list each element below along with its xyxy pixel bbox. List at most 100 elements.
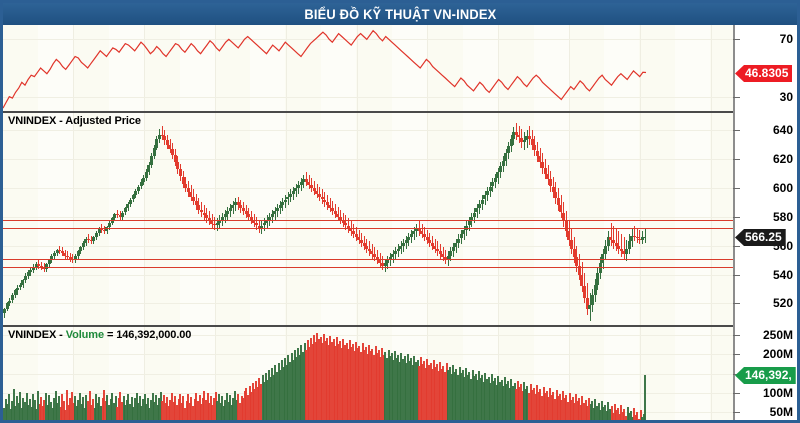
candle-body — [113, 214, 117, 219]
candle-body — [291, 190, 295, 194]
axis-tick — [733, 335, 740, 336]
volume-bar — [523, 382, 526, 420]
volume-bar — [276, 371, 278, 420]
volume-bar — [544, 393, 547, 420]
volume-bar — [272, 374, 275, 420]
right-value-axis[interactable]: 7030640620600580560540520250M200M150M100… — [733, 25, 797, 420]
volume-bar — [436, 364, 438, 420]
volume-panel-label: VNINDEX - Volume = 146,392,000.00 — [8, 329, 191, 341]
volume-bar — [36, 390, 39, 420]
candle-body — [551, 186, 555, 193]
candle-wick — [639, 229, 641, 245]
volume-bar — [156, 404, 159, 420]
candle-body — [614, 242, 618, 246]
volume-bar — [468, 371, 471, 420]
candle-body — [338, 216, 342, 220]
candle-body — [24, 276, 27, 281]
candle-body — [139, 182, 143, 187]
candle-body — [375, 257, 379, 261]
volume-bar — [434, 366, 437, 420]
volume-bar — [421, 363, 424, 420]
support-resistance-line[interactable] — [3, 220, 733, 221]
horizontal-gridline — [3, 97, 733, 98]
volume-bar — [505, 384, 508, 420]
volume-panel[interactable] — [3, 327, 733, 420]
vertical-gridline — [215, 327, 216, 420]
candle-body — [496, 172, 500, 178]
rsi-panel[interactable] — [3, 25, 733, 111]
volume-bar — [69, 398, 72, 420]
vertical-gridline — [286, 113, 287, 325]
volume-bar — [356, 348, 359, 420]
volume-bar — [150, 399, 152, 420]
support-resistance-line[interactable] — [3, 228, 733, 229]
candle-body — [331, 208, 335, 212]
rsi-value-flag: 46.8305 — [735, 65, 793, 82]
volume-bar — [397, 354, 400, 420]
volume-bar — [623, 409, 626, 420]
volume-bar — [368, 344, 371, 420]
volume-bar — [125, 400, 128, 420]
volume-bar — [576, 401, 579, 420]
candle-body — [226, 211, 230, 214]
volume-bar — [24, 402, 26, 420]
candle-body — [247, 214, 251, 217]
volume-bar — [326, 338, 329, 420]
candle-body — [10, 294, 14, 301]
candle-body — [207, 218, 211, 222]
candle-body — [464, 225, 468, 230]
horizontal-gridline — [3, 275, 733, 276]
volume-bar — [158, 398, 161, 420]
volume-bar — [269, 377, 272, 420]
volume-bar — [348, 340, 351, 420]
candle-body — [315, 190, 319, 194]
volume-bar — [563, 397, 566, 420]
candle-wick — [206, 208, 208, 223]
support-resistance-line[interactable] — [3, 259, 733, 260]
volume-bar — [381, 347, 383, 420]
candle-body — [617, 245, 621, 249]
candle-body — [296, 185, 300, 188]
candle-wick — [327, 195, 328, 210]
candle-body — [294, 188, 298, 191]
volume-label-suffix: = 146,392,000.00 — [104, 329, 192, 341]
volume-bar — [384, 351, 387, 420]
volume-bar — [482, 381, 485, 420]
volume-bar — [14, 405, 17, 420]
candle-body — [52, 252, 56, 256]
volume-bar — [143, 394, 146, 420]
volume-bar — [636, 412, 639, 420]
candle-body — [155, 139, 159, 148]
candle-body — [184, 183, 188, 188]
candle-wick — [311, 177, 313, 193]
candle-body — [622, 251, 626, 255]
candle-body — [564, 221, 568, 232]
volume-bar — [214, 391, 217, 420]
candle-body — [134, 190, 138, 196]
volume-bar — [258, 377, 261, 420]
volume-bar — [337, 343, 340, 420]
candle-body — [428, 239, 432, 243]
candle-body — [13, 290, 17, 295]
candle-body — [105, 226, 109, 232]
candle-body — [443, 257, 447, 261]
rsi-line — [3, 29, 647, 109]
support-resistance-line[interactable] — [3, 267, 733, 268]
volume-bar — [340, 347, 343, 420]
volume-bar — [495, 384, 498, 420]
candle-body — [39, 265, 43, 268]
volume-bar — [57, 396, 60, 420]
volume-bar — [352, 344, 354, 420]
price-panel[interactable] — [3, 113, 733, 325]
vertical-gridline — [73, 327, 74, 420]
candle-body — [454, 242, 458, 248]
volume-bar — [293, 350, 296, 420]
volume-bar — [324, 340, 327, 420]
candle-wick — [203, 205, 205, 220]
vertical-gridline — [711, 113, 712, 325]
candle-body — [569, 239, 573, 249]
volume-bar — [90, 404, 93, 420]
candle-body — [441, 254, 445, 258]
volume-bar — [427, 365, 430, 420]
candle-body — [262, 222, 266, 226]
